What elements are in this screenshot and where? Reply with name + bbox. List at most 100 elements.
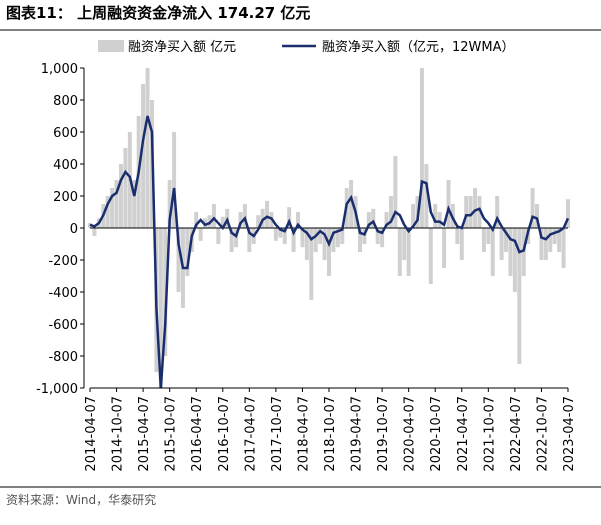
bar	[437, 212, 442, 228]
bar	[287, 207, 292, 228]
x-tick-label: 2019-04-07	[350, 396, 365, 472]
bar	[278, 228, 283, 238]
bar	[499, 228, 504, 260]
bar	[331, 228, 336, 252]
bar	[318, 228, 323, 244]
bar	[357, 228, 362, 252]
bar	[362, 228, 367, 244]
y-tick-label: 600	[53, 126, 78, 141]
bar	[530, 188, 535, 228]
bar	[242, 204, 247, 228]
bar	[123, 148, 128, 228]
bar	[132, 180, 137, 228]
bar	[335, 228, 340, 248]
y-tick-label: 200	[53, 190, 78, 205]
bar	[446, 180, 451, 228]
bar	[282, 228, 287, 244]
bar	[110, 188, 115, 228]
bar	[176, 228, 181, 292]
x-tick-label: 2020-04-07	[403, 396, 418, 472]
bar	[322, 228, 327, 260]
bar	[473, 188, 478, 228]
x-tick-label: 2016-10-07	[217, 396, 232, 472]
bar	[158, 228, 163, 388]
bar	[455, 228, 460, 244]
bar	[211, 204, 216, 228]
bar	[185, 228, 190, 276]
bar	[486, 228, 491, 244]
bar	[504, 228, 509, 252]
bar	[300, 228, 305, 248]
legend-swatch	[98, 40, 124, 52]
bar	[114, 180, 119, 228]
bar	[495, 196, 500, 228]
bar	[433, 204, 438, 228]
x-tick-label: 2017-10-07	[270, 396, 285, 472]
bar	[371, 208, 376, 228]
y-tick-label: -600	[48, 318, 78, 333]
bar	[517, 228, 522, 364]
line	[89, 115, 570, 389]
bar	[304, 228, 309, 260]
y-tick-label: 1,000	[41, 62, 78, 77]
bar	[349, 180, 354, 228]
bar	[411, 204, 416, 228]
bar	[539, 228, 544, 260]
x-tick-label: 2021-04-07	[456, 396, 471, 472]
bar	[393, 156, 398, 228]
x-tick-label: 2023-04-07	[562, 396, 577, 472]
bar	[167, 180, 172, 228]
legend-label: 融资净买入额 亿元	[128, 40, 236, 55]
x-tick-label: 2014-04-07	[84, 396, 99, 472]
bar	[260, 208, 265, 228]
bar	[535, 204, 540, 228]
bar	[406, 228, 411, 276]
bar	[490, 228, 495, 276]
bar	[428, 228, 433, 284]
bar	[92, 228, 97, 236]
bar	[340, 228, 345, 244]
bar	[194, 212, 199, 228]
bar	[477, 196, 482, 228]
bar	[459, 228, 464, 260]
x-tick-label: 2015-10-07	[164, 396, 179, 472]
y-tick-label: -1,000	[36, 382, 78, 397]
y-tick-label: 400	[53, 158, 78, 173]
x-tick-label: 2022-04-07	[509, 396, 524, 472]
chart-title: 图表11： 上周融资资金净流入 174.27 亿元	[6, 4, 310, 22]
x-tick-label: 2020-10-07	[429, 396, 444, 472]
y-tick-label: -400	[48, 286, 78, 301]
x-tick-label: 2017-04-07	[243, 396, 258, 472]
x-tick-label: 2019-10-07	[376, 396, 391, 472]
x-tick-label: 2015-04-07	[137, 396, 152, 472]
bar	[561, 228, 566, 268]
bar	[220, 216, 225, 228]
bar	[512, 228, 517, 292]
x-tick-label: 2018-04-07	[296, 396, 311, 472]
bar	[163, 228, 168, 356]
bar	[419, 68, 424, 228]
bar	[198, 228, 203, 241]
bar	[481, 228, 486, 252]
bar	[397, 228, 402, 276]
bar	[557, 228, 562, 252]
bar	[552, 228, 557, 244]
bar	[388, 196, 393, 228]
x-tick-label: 2022-10-07	[535, 396, 550, 472]
bar	[424, 164, 429, 228]
bar	[521, 228, 526, 276]
bar	[468, 196, 473, 228]
bar	[291, 228, 296, 252]
bar	[366, 212, 371, 228]
bar	[543, 228, 548, 260]
bar	[118, 164, 123, 228]
bar	[566, 199, 570, 228]
x-tick-label: 2021-10-07	[482, 396, 497, 472]
bar	[327, 228, 331, 276]
bar	[296, 212, 301, 228]
bar	[247, 228, 252, 252]
x-tick-label: 2018-10-07	[323, 396, 338, 472]
bar	[464, 196, 469, 228]
